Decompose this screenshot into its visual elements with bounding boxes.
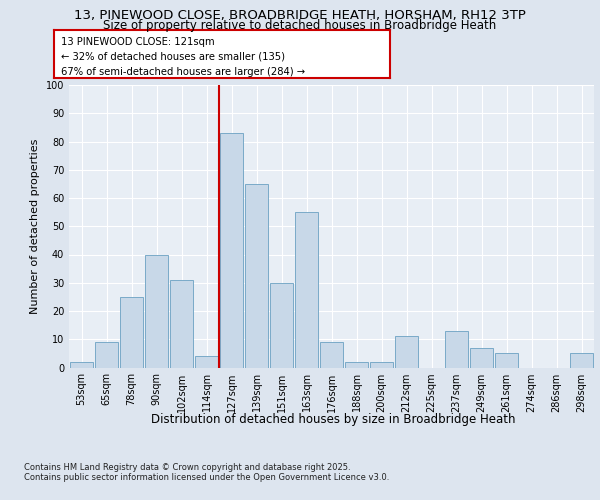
Bar [470,348,493,368]
Y-axis label: Number of detached properties: Number of detached properties [30,138,40,314]
Bar [95,342,118,367]
Bar [395,336,418,368]
Bar [569,354,593,368]
Bar [70,362,94,368]
Bar [194,356,218,368]
Bar [344,362,368,368]
Bar [370,362,394,368]
Text: 13 PINEWOOD CLOSE: 121sqm
← 32% of detached houses are smaller (135)
67% of semi: 13 PINEWOOD CLOSE: 121sqm ← 32% of detac… [61,37,305,76]
Bar [445,331,469,368]
Bar [145,254,169,368]
Bar [245,184,268,368]
Text: Size of property relative to detached houses in Broadbridge Heath: Size of property relative to detached ho… [103,19,497,32]
Text: 13, PINEWOOD CLOSE, BROADBRIDGE HEATH, HORSHAM, RH12 3TP: 13, PINEWOOD CLOSE, BROADBRIDGE HEATH, H… [74,9,526,22]
Text: Distribution of detached houses by size in Broadbridge Heath: Distribution of detached houses by size … [151,412,515,426]
Bar [119,297,143,368]
Bar [269,283,293,368]
Bar [295,212,319,368]
Bar [220,133,244,368]
Bar [494,354,518,368]
Text: Contains HM Land Registry data © Crown copyright and database right 2025.
Contai: Contains HM Land Registry data © Crown c… [24,462,389,482]
Bar [320,342,343,367]
Bar [170,280,193,368]
